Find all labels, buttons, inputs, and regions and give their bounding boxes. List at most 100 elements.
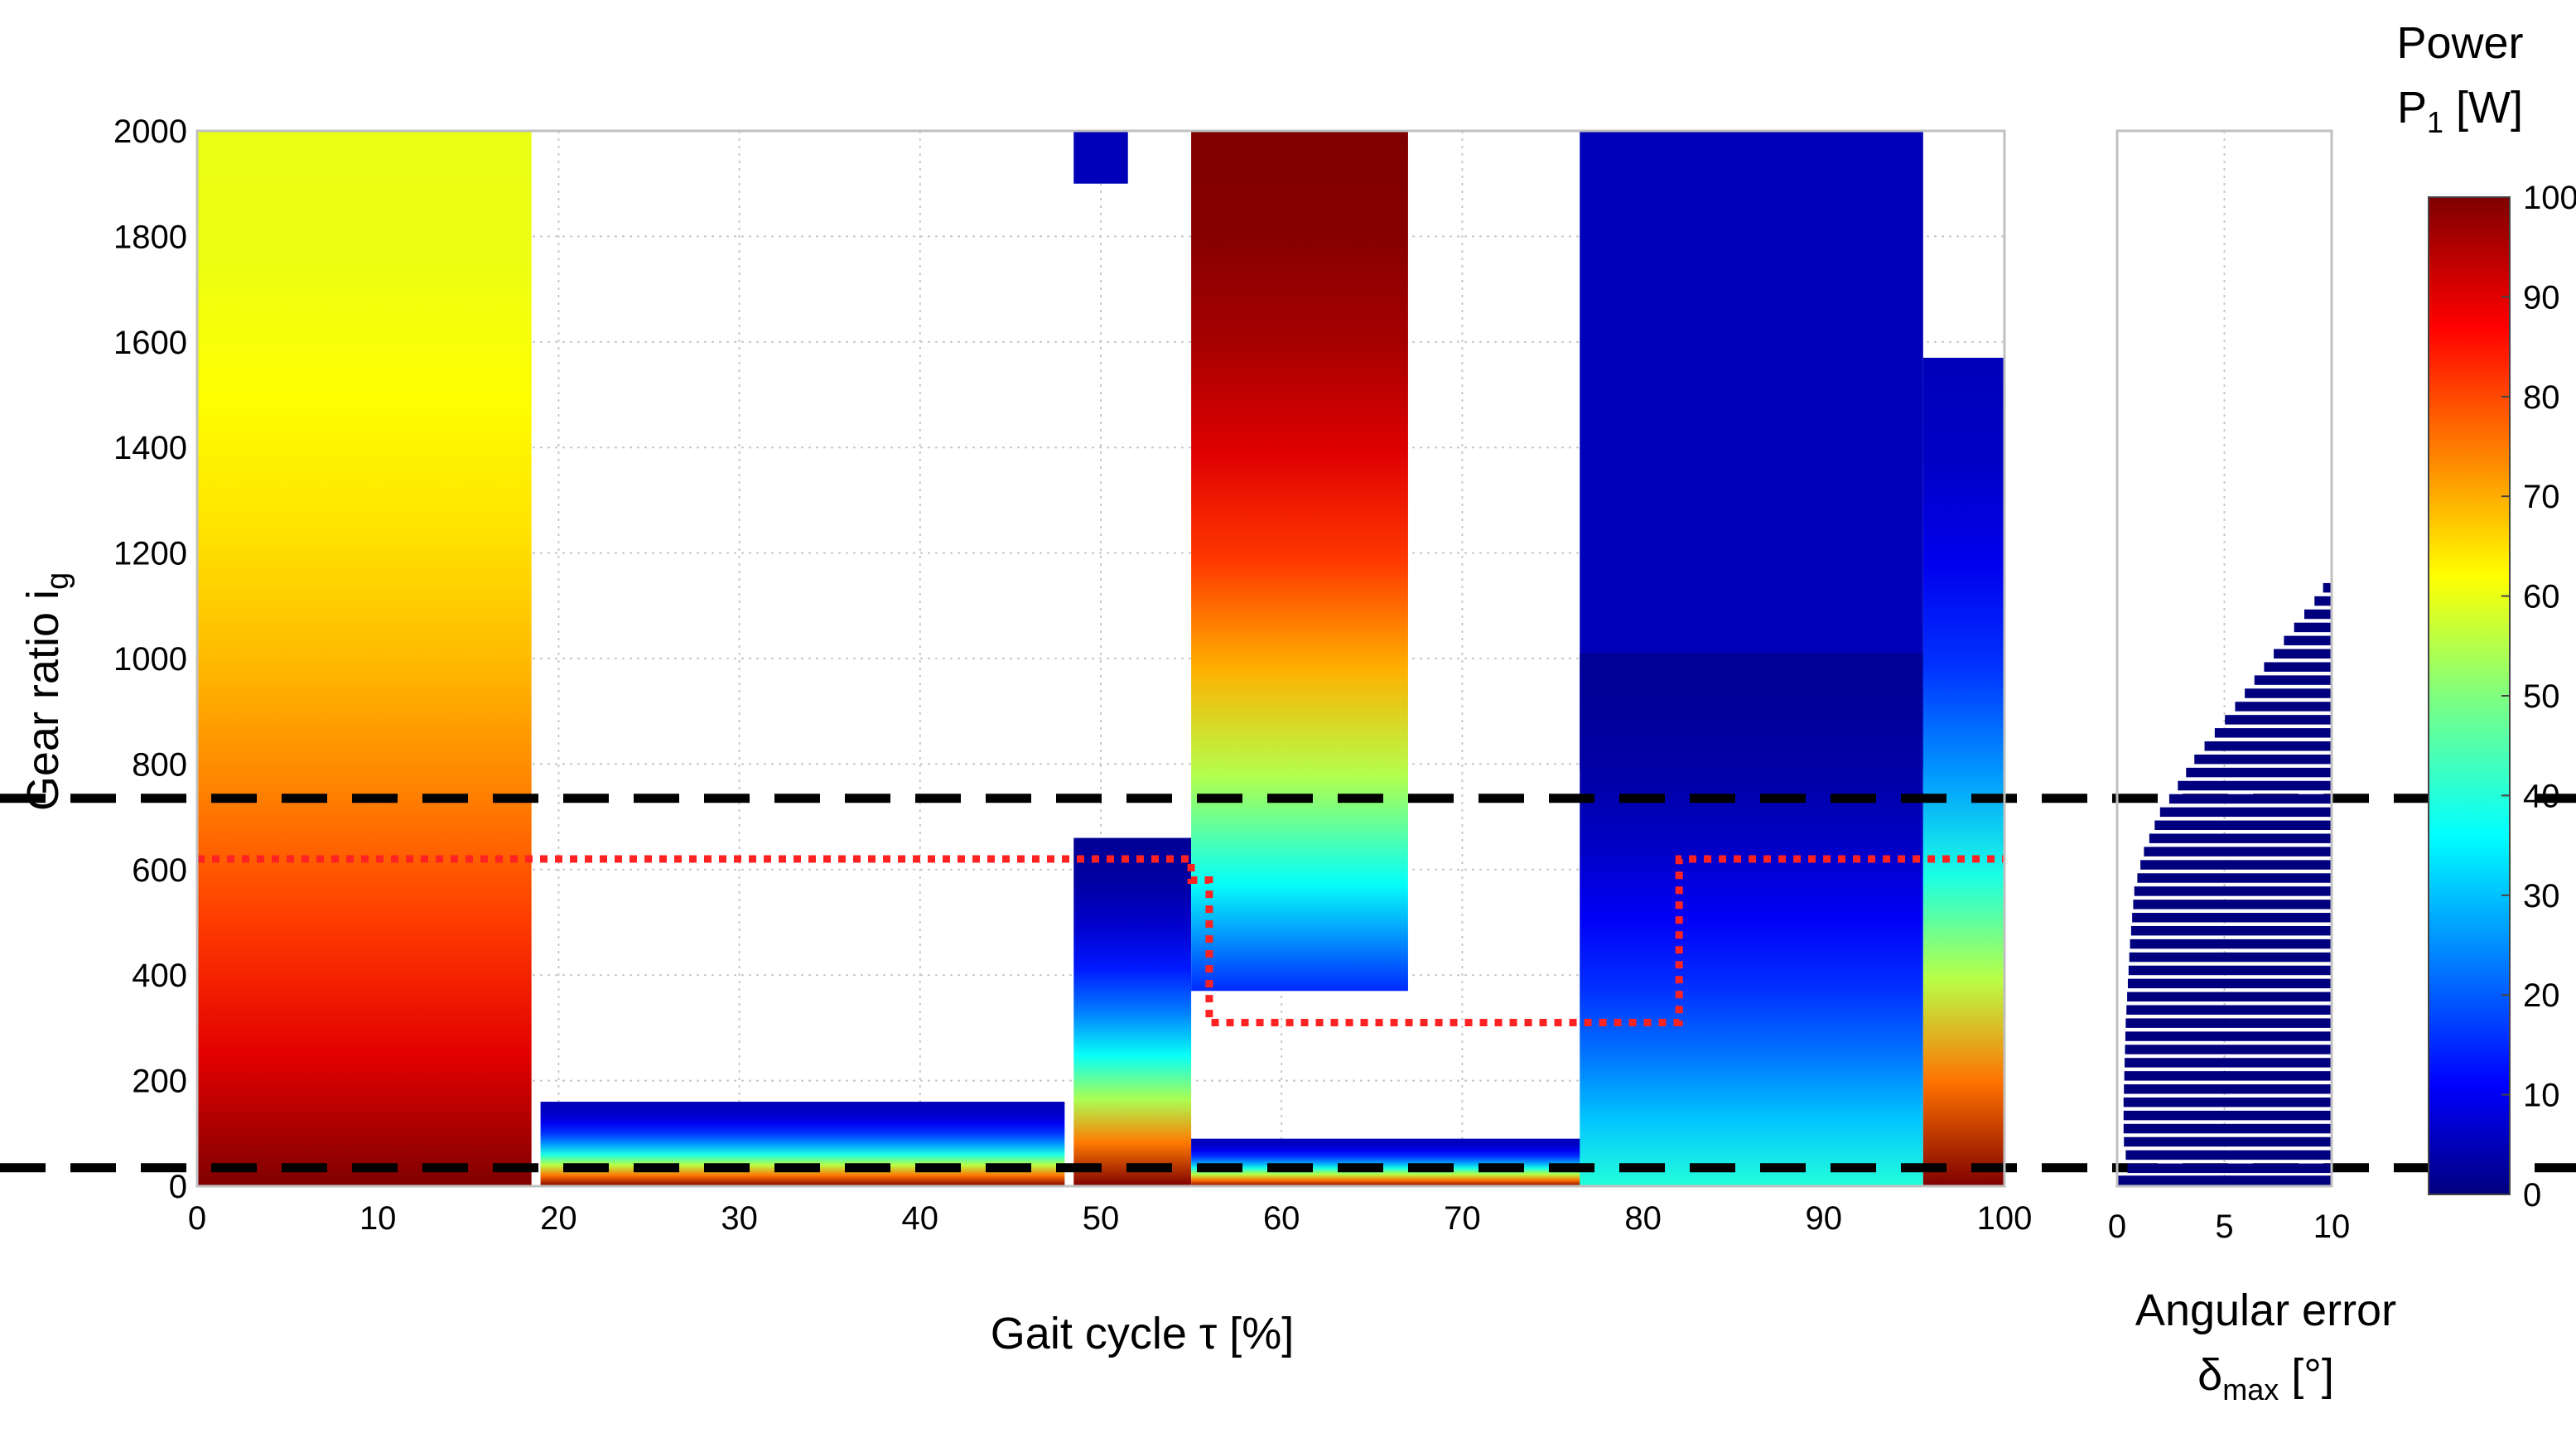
angular-error-label: Angular error <box>2135 1286 2396 1335</box>
angular-error-bar <box>2137 873 2332 883</box>
y-tick-2: 400 <box>132 958 187 994</box>
angular-error-bar <box>2204 741 2332 751</box>
angular-error-bar <box>2194 754 2332 765</box>
angular-error-bar <box>2134 886 2332 896</box>
x-tick-8: 80 <box>1624 1200 1662 1237</box>
colorbar-tick-1: 10 <box>2523 1078 2560 1114</box>
angular-error-tick-labels: 0 5 10 <box>2108 1209 2350 1245</box>
angular-error-bar <box>2323 582 2332 593</box>
angular-tick-2: 10 <box>2313 1209 2351 1245</box>
y-tick-1: 200 <box>132 1064 187 1100</box>
main-heatmap-panel: 0 10 20 30 40 50 60 70 80 90 100 02004006008001000… <box>0 113 2576 1358</box>
angular-error-bar <box>2123 1123 2332 1134</box>
angular-error-bars <box>2117 582 2332 1186</box>
angular-error-bar <box>2214 728 2332 738</box>
angular-error-bottom-block <box>2117 1175 2332 1186</box>
angular-error-bar <box>2140 860 2332 870</box>
colorbar-symbol: P <box>2397 83 2427 133</box>
colorbar-tick-3: 30 <box>2523 878 2560 914</box>
angular-error-bar <box>2123 1110 2332 1121</box>
angular-error-bar <box>2264 662 2332 672</box>
angular-error-bar <box>2125 1045 2332 1054</box>
x-tick-labels: 0 10 20 30 40 50 60 70 80 90 100 <box>188 1200 2033 1237</box>
angular-error-bar <box>2127 992 2332 1002</box>
colorbar-tick-labels: 0 10 20 30 40 50 60 70 80 90 100 <box>2501 180 2576 1213</box>
angular-error-bar <box>2284 635 2332 646</box>
angular-error-symbol-sub: max <box>2222 1373 2279 1406</box>
colorbar-tick-2: 20 <box>2523 977 2560 1014</box>
angular-error-bar <box>2186 767 2332 778</box>
angular-error-bar <box>2303 609 2332 620</box>
angular-error-bar <box>2124 1084 2332 1094</box>
feasible-region-5 <box>1073 131 1128 184</box>
angular-error-bar <box>2123 1097 2332 1107</box>
y-tick-labels: 0 200 400 600 800 1000 1200 1400 1600 1800 2000 <box>113 113 187 1205</box>
colorbar-tick-0: 0 <box>2523 1177 2541 1213</box>
angular-error-bar <box>2133 900 2332 909</box>
colorbar-title: Power <box>2396 18 2523 68</box>
x-tick-9: 90 <box>1806 1200 1843 1237</box>
angular-error-bar <box>2254 675 2332 685</box>
red-dotted-path <box>197 855 2004 1027</box>
colorbar-tick-7: 70 <box>2523 479 2560 515</box>
angular-error-bar <box>2124 1071 2332 1081</box>
colorbar-tick-8: 80 <box>2523 379 2560 416</box>
angular-error-bar <box>2294 622 2332 633</box>
y-tick-9: 1800 <box>113 219 187 255</box>
colorbar-tick-6: 60 <box>2523 579 2560 615</box>
x-tick-3: 30 <box>721 1200 758 1237</box>
x-tick-10: 100 <box>1977 1200 2033 1237</box>
y-tick-8: 1600 <box>113 325 187 361</box>
colorbar-unit: P1 [W] <box>2397 83 2523 139</box>
y-tick-5: 1000 <box>113 641 187 678</box>
angular-error-frame <box>2115 129 2333 1188</box>
angular-error-bar <box>2314 596 2332 606</box>
angular-error-bar <box>2125 1031 2332 1041</box>
y-axis-label-sub: g <box>41 572 75 590</box>
feasible-region-4 <box>1191 1138 1607 1186</box>
angular-error-bar <box>2127 978 2332 989</box>
colorbar: Power P1 [W] 0 10 20 30 40 50 60 70 80 90 100 <box>2396 18 2576 1213</box>
y-tick-3: 600 <box>132 852 187 889</box>
colorbar-tick-4: 40 <box>2523 778 2560 814</box>
feasible-region-1 <box>540 1102 1065 1186</box>
angular-error-bar <box>2130 925 2332 936</box>
angular-error-bar <box>2125 1058 2332 1068</box>
colorbar-symbol-sub: 1 <box>2427 105 2443 139</box>
feasible-region-2 <box>1073 837 1192 1186</box>
angular-error-bar <box>2245 688 2332 698</box>
x-tick-6: 60 <box>1263 1200 1300 1237</box>
angular-error-panel: 0 5 10 Angular error δmax [°] <box>2108 129 2396 1406</box>
y-tick-4: 800 <box>132 746 187 783</box>
main-plot-frame <box>195 129 2006 1188</box>
angular-error-bar <box>2130 938 2332 949</box>
angular-error-bar <box>2125 1018 2332 1028</box>
colorbar-tick-9: 90 <box>2523 279 2560 316</box>
angular-error-bar <box>2149 833 2332 843</box>
angular-error-bar <box>2154 820 2332 831</box>
colorbar-tick-5: 50 <box>2523 678 2560 715</box>
x-tick-2: 20 <box>540 1200 577 1237</box>
angular-error-symbol-unit: [°] <box>2279 1350 2334 1400</box>
y-tick-6: 1200 <box>113 536 187 572</box>
colorbar-scale <box>2428 196 2511 1195</box>
angular-error-symbol: δmax [°] <box>2197 1350 2334 1406</box>
angular-error-bar <box>2168 794 2332 804</box>
feasible-region-3 <box>1191 131 1408 992</box>
x-tick-4: 40 <box>902 1200 939 1237</box>
angular-error-bar <box>2128 965 2332 976</box>
angular-error-bar <box>2235 702 2332 712</box>
y-tick-0: 0 <box>169 1169 187 1205</box>
x-tick-0: 0 <box>188 1200 206 1237</box>
feasible-regions <box>197 131 2004 1186</box>
angular-error-bar <box>2159 807 2332 818</box>
y-axis-label: Gear ratio ig <box>18 572 75 811</box>
y-tick-10: 2000 <box>113 113 187 150</box>
angular-tick-1: 5 <box>2215 1209 2233 1245</box>
x-axis-label: Gait cycle τ [%] <box>991 1309 1294 1358</box>
angular-error-bar <box>2124 1136 2332 1147</box>
angular-error-bar <box>2127 1163 2332 1174</box>
angular-error-bar <box>2126 1005 2332 1015</box>
angular-error-bar <box>2274 649 2332 659</box>
angular-error-symbol-main: δ <box>2197 1350 2222 1400</box>
